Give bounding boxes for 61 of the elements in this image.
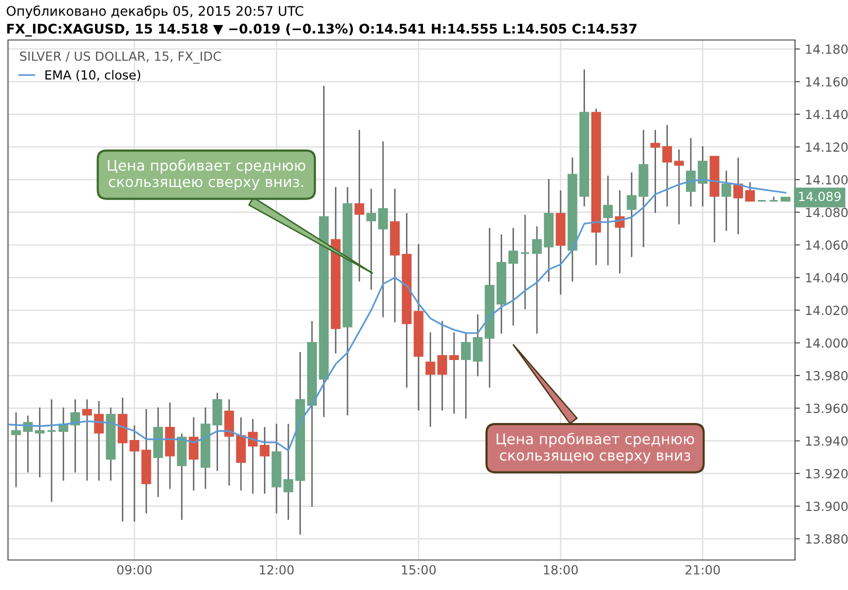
- annotation: Цена пробивает среднюю скользящею сверху вниз.: [108, 159, 306, 190]
- y-tick-label: 13.980: [806, 370, 848, 380]
- candlestick: [508, 228, 518, 326]
- candlestick: [58, 407, 68, 481]
- candlestick: [437, 320, 448, 410]
- legend-label: EMA (10, close): [45, 70, 140, 82]
- y-tick-label: 13.920: [806, 468, 848, 478]
- x-tick-label: 15:00: [402, 565, 436, 575]
- candlestick: [626, 172, 636, 258]
- y-tick-label: 14.040: [806, 273, 848, 282]
- y-tick-label: 14.140: [806, 110, 848, 120]
- y-tick-label: 14.180: [806, 44, 848, 54]
- candlestick: [745, 182, 755, 202]
- candlestick: [472, 314, 483, 376]
- candlestick: [650, 130, 660, 213]
- y-tick-label: 14.060: [806, 240, 848, 250]
- candlestick: [674, 150, 684, 224]
- candlestick: [11, 412, 21, 488]
- candlestick: [188, 417, 198, 490]
- text: 14.089: [799, 192, 841, 202]
- candlestick: [520, 214, 530, 310]
- candlestick: [721, 170, 732, 231]
- y-tick-label: 14.080: [806, 208, 848, 218]
- candlestick: [698, 146, 708, 206]
- candlestick: [603, 176, 613, 266]
- candlestick: [733, 158, 744, 234]
- chart-subtitle: FX_IDC:XAGUSD, 15 14.518 ▼ −0.019 (−0.13%) O:14.541 H:14.555 L:14.505 C:14.537: [7, 23, 637, 37]
- candlestick: [662, 125, 672, 206]
- y-tick-label: 14.160: [806, 77, 848, 87]
- candlestick: [260, 427, 270, 494]
- y-tick-label: 13.960: [806, 404, 848, 414]
- candlestick: [378, 141, 388, 318]
- candlestick: [426, 332, 436, 427]
- candlestick: [449, 332, 459, 414]
- candlestick: [366, 188, 376, 290]
- candlestick: [70, 399, 80, 473]
- candlestick: [686, 138, 696, 206]
- legend-title: SILVER / US DOLLAR, 15, FX_IDC: [20, 51, 221, 64]
- y-tick-label: 13.880: [806, 534, 848, 544]
- candlestick: [82, 399, 92, 481]
- x-tick-label: 12:00: [260, 565, 294, 575]
- candlestick: [354, 130, 364, 282]
- candlestick: [46, 399, 56, 502]
- candlestick: [130, 425, 140, 522]
- y-tick-label: 14.000: [806, 338, 848, 348]
- chart-title: Опубликовано декабрь 05, 2015 20:57 UTC: [6, 6, 304, 18]
- candlestick: [461, 332, 471, 419]
- candlestick: [94, 400, 104, 481]
- y-tick-label: 14.020: [806, 306, 848, 316]
- y-tick-label: 13.900: [806, 502, 848, 512]
- candlestick: [532, 226, 542, 334]
- y-tick-label: 14.120: [806, 142, 848, 152]
- y-tick-label: 14.100: [806, 175, 848, 185]
- annotation: Цена пробивает среднюю скользящею сверху вниз: [496, 432, 694, 464]
- x-tick-label: 09:00: [117, 565, 152, 575]
- candlestick: [283, 424, 294, 520]
- x-tick-label: 18:00: [544, 565, 578, 575]
- candlestick: [768, 196, 779, 202]
- candlestick: [34, 407, 45, 478]
- y-tick-label: 13.940: [806, 436, 848, 446]
- x-tick-label: 21:00: [686, 565, 720, 575]
